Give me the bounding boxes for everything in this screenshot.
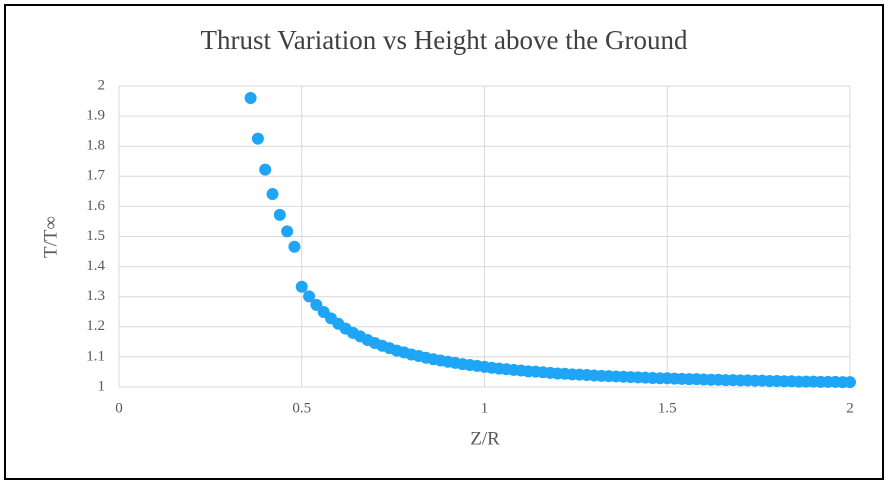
x-tick-label: 0 xyxy=(115,400,123,416)
chart-title: Thrust Variation vs Height above the Gro… xyxy=(201,25,688,55)
x-tick-label: 1.5 xyxy=(658,400,677,416)
y-tick-label: 2 xyxy=(98,77,106,93)
y-tick-label: 1.9 xyxy=(86,108,105,124)
y-axis-title: T/T∞ xyxy=(40,216,61,258)
data-point xyxy=(844,376,856,389)
data-point xyxy=(244,92,257,105)
y-tick-label: 1.2 xyxy=(86,318,105,334)
y-tick-label: 1.1 xyxy=(86,348,105,364)
data-point xyxy=(259,163,272,176)
x-tick-label: 0.5 xyxy=(292,400,311,416)
x-tick-label: 2 xyxy=(846,400,854,416)
data-point xyxy=(303,290,316,303)
y-tick-label: 1.7 xyxy=(86,168,105,184)
y-tick-label: 1.5 xyxy=(86,228,105,244)
data-point xyxy=(281,225,294,238)
data-point xyxy=(266,188,279,201)
y-tick-label: 1.3 xyxy=(86,288,105,304)
data-point xyxy=(273,208,286,221)
x-axis-title: Z/R xyxy=(470,428,500,449)
y-tick-label: 1.4 xyxy=(86,258,105,274)
y-tick-label: 1 xyxy=(98,378,106,394)
data-point xyxy=(251,132,264,145)
data-point xyxy=(288,240,301,253)
data-point xyxy=(310,298,323,311)
y-tick-label: 1.8 xyxy=(86,138,105,154)
x-tick-label: 1 xyxy=(481,400,489,416)
y-tick-label: 1.6 xyxy=(86,198,105,214)
data-point xyxy=(295,280,308,293)
chart-frame xyxy=(4,4,884,480)
